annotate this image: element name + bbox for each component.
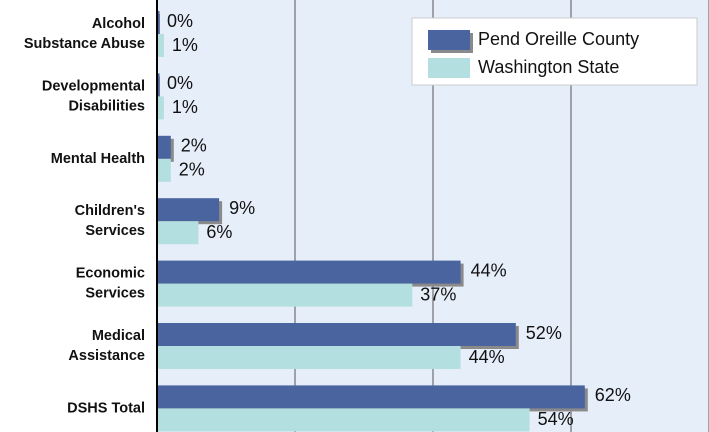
bar: [157, 221, 199, 245]
bar: [157, 96, 164, 120]
value-label: 1%: [172, 97, 198, 117]
bar: [157, 198, 220, 222]
value-label: 0%: [167, 73, 193, 93]
category-label: Alcohol Substance Abuse: [24, 16, 145, 52]
legend: Pend Oreille County Washington State: [411, 17, 698, 86]
bar: [157, 73, 160, 97]
value-label: 2%: [179, 160, 205, 180]
bar: [157, 385, 585, 409]
bar: [157, 135, 171, 159]
value-label: 44%: [469, 347, 505, 367]
value-label: 1%: [172, 35, 198, 55]
category-label: Developmental Disabilities: [42, 78, 145, 114]
value-label: 54%: [538, 409, 574, 429]
bar: [157, 323, 516, 346]
category-label: Economic Services: [76, 265, 145, 301]
value-label: 44%: [471, 260, 507, 280]
value-label: 6%: [206, 222, 232, 242]
bar: [157, 283, 413, 307]
bar: [157, 408, 530, 432]
value-label: 52%: [526, 323, 562, 343]
legend-swatch: [428, 58, 470, 78]
bar: [157, 11, 160, 34]
bar: [157, 260, 461, 284]
value-label: 9%: [229, 198, 255, 218]
legend-swatch: [428, 30, 470, 50]
bar: [157, 34, 164, 57]
legend-label: Pend Oreille County: [478, 29, 639, 49]
category-label: Children's Services: [75, 203, 145, 239]
category-label: DSHS Total: [67, 400, 145, 416]
category-label: Medical Assistance: [68, 328, 145, 364]
legend-label: Washington State: [478, 57, 619, 77]
value-label: 62%: [595, 385, 631, 405]
value-label: 0%: [167, 11, 193, 31]
bar: [157, 346, 461, 369]
value-label: 37%: [420, 284, 456, 304]
bar: [157, 158, 171, 182]
value-label: 2%: [181, 136, 207, 156]
category-label: Mental Health: [51, 151, 145, 167]
